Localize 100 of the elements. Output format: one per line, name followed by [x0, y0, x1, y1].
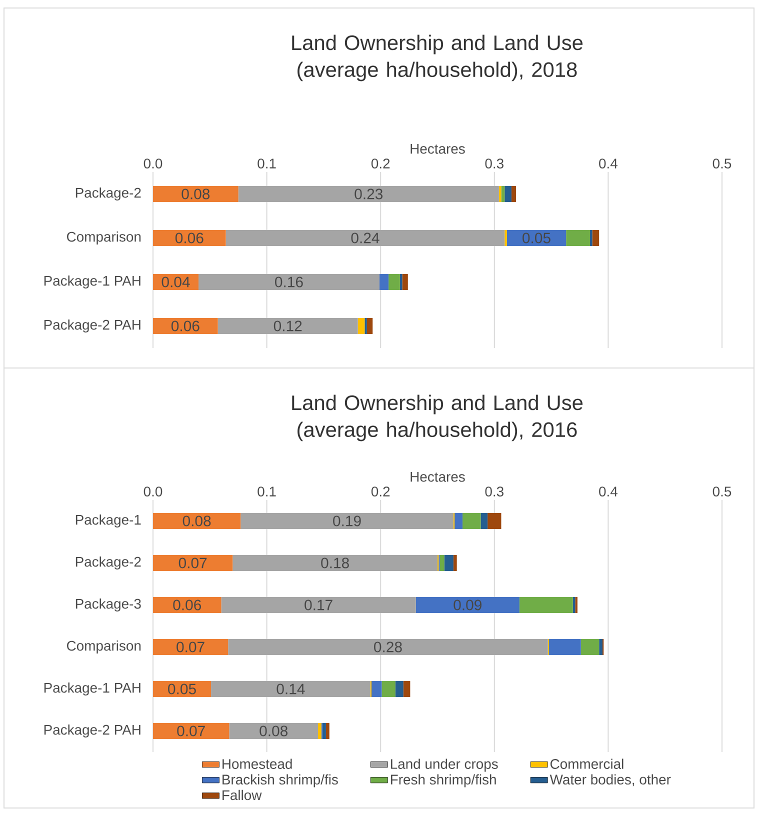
bar [590, 230, 592, 246]
bar [462, 512, 481, 529]
bar [322, 722, 326, 739]
bar [152, 722, 230, 739]
bar [226, 230, 505, 246]
y-tick-label: Package-2 [76, 187, 141, 200]
bar [501, 186, 505, 202]
x-tick-label: 0.0 [144, 486, 162, 496]
data-label: 0.05 [168, 684, 196, 694]
bar [454, 512, 463, 529]
x-tick-label: 0.4 [599, 158, 618, 168]
data-label: 0.23 [354, 188, 383, 200]
y-tick-label: Comparison [66, 640, 141, 654]
x-tick-label: 0.5 [712, 486, 732, 496]
data-label: 0.19 [333, 516, 361, 526]
bar [580, 638, 600, 655]
bar [395, 680, 404, 697]
y-tick-label: Package-1 PAH [44, 682, 140, 696]
data-label: 0.09 [454, 600, 482, 610]
data-label: 0.08 [260, 726, 288, 736]
legend-label: Fresh shrimp/fish [390, 774, 496, 788]
y-tick-label: Package-2 PAH [44, 724, 140, 738]
bar [152, 186, 238, 202]
data-label: 0.14 [276, 684, 305, 694]
x-axis-title: Hectares [410, 144, 465, 154]
data-label: 0.04 [162, 276, 190, 288]
y-tick-label: Comparison [66, 231, 141, 244]
bar [152, 554, 233, 571]
x-axis-title: Hectares [410, 472, 465, 482]
data-label: 0.08 [182, 516, 211, 526]
bar [592, 230, 600, 246]
bar [566, 230, 590, 246]
bar [519, 596, 573, 613]
bar [379, 274, 389, 290]
legend-label: Homestead [222, 758, 292, 769]
bar [440, 554, 444, 571]
bar [480, 512, 488, 529]
legend-label: Fallow [222, 790, 262, 800]
chart-title: Land Ownership and Land Use (average ha/household), 2016 [292, 394, 583, 442]
bar [152, 230, 226, 246]
bar [152, 512, 241, 529]
bar [444, 554, 454, 571]
y-tick-label: Package-1 [76, 514, 141, 528]
data-label: 0.06 [173, 600, 202, 610]
bar [152, 596, 222, 613]
data-label: 0.28 [374, 642, 402, 652]
y-tick-label: Package-3 [76, 598, 141, 612]
bar [403, 680, 410, 697]
bar [318, 722, 322, 739]
bar [382, 680, 396, 697]
bar [358, 318, 365, 334]
x-tick-label: 0.2 [371, 158, 390, 168]
chart-title: Land Ownership and Land Use (average ha/household), 2018 [292, 34, 583, 82]
x-tick-label: 0.1 [258, 486, 276, 496]
bar [152, 638, 228, 655]
y-tick-label: Package-2 [76, 556, 141, 570]
x-tick-label: 0.3 [485, 486, 504, 496]
x-tick-label: 0.1 [258, 158, 276, 168]
data-label: 0.07 [178, 558, 207, 568]
bar [366, 318, 373, 334]
data-label: 0.07 [177, 726, 205, 736]
data-label: 0.16 [275, 276, 303, 288]
bar [599, 638, 603, 655]
y-tick-label: Package-1 PAH [44, 275, 140, 288]
data-label: 0.07 [176, 642, 204, 652]
bar [402, 274, 408, 290]
bar [229, 722, 318, 739]
bar [326, 722, 330, 739]
bar [211, 680, 370, 697]
bar [240, 512, 454, 529]
data-label: 0.05 [522, 232, 550, 244]
legend-label: Water bodies, other [550, 774, 671, 786]
bar [549, 638, 581, 655]
bar [511, 186, 516, 202]
data-label: 0.18 [321, 558, 349, 568]
bar [198, 274, 380, 290]
data-label: 0.24 [351, 232, 380, 244]
bar [218, 318, 358, 334]
x-tick-label: 0.0 [144, 158, 162, 168]
data-label: 0.17 [304, 600, 332, 610]
x-tick-label: 0.2 [371, 486, 390, 496]
bar [506, 230, 566, 246]
bar [232, 554, 438, 571]
bar [416, 596, 520, 613]
bar [152, 680, 212, 697]
bar [152, 318, 218, 334]
x-tick-label: 0.3 [485, 158, 504, 168]
bar [488, 512, 502, 529]
data-label: 0.06 [175, 232, 204, 244]
bar [453, 554, 457, 571]
bar [221, 596, 416, 613]
bar [371, 680, 382, 697]
x-tick-label: 0.5 [712, 158, 732, 168]
data-label: 0.06 [171, 320, 200, 332]
bar [388, 274, 400, 290]
y-tick-label: Package-2 PAH [44, 319, 140, 332]
bar [504, 186, 512, 202]
legend-label: Land under crops [390, 758, 498, 772]
data-label: 0.12 [274, 320, 302, 332]
x-tick-label: 0.4 [599, 486, 618, 496]
